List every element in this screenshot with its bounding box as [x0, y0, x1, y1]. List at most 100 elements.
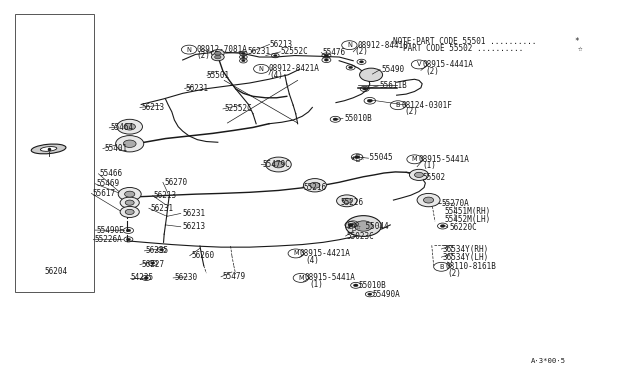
- Circle shape: [440, 225, 445, 227]
- Text: 36534Y(RH): 36534Y(RH): [443, 244, 489, 253]
- Text: ★​☆ 55044: ★​☆ 55044: [347, 221, 388, 231]
- Text: 56227: 56227: [141, 260, 164, 269]
- Text: 56260: 56260: [191, 251, 214, 260]
- Text: 56204: 56204: [44, 267, 67, 276]
- Circle shape: [424, 197, 434, 203]
- Circle shape: [360, 61, 364, 63]
- Text: 55466: 55466: [100, 169, 123, 178]
- Circle shape: [125, 191, 135, 197]
- Text: 55010B: 55010B: [358, 281, 386, 290]
- Text: B: B: [396, 102, 400, 108]
- Text: V: V: [417, 61, 421, 67]
- Text: 52552C: 52552C: [280, 47, 308, 56]
- Text: 55611B: 55611B: [380, 81, 407, 90]
- Circle shape: [117, 119, 143, 134]
- Text: 55476: 55476: [323, 48, 346, 57]
- Text: 36534Y(LH): 36534Y(LH): [443, 253, 489, 262]
- Circle shape: [348, 224, 353, 227]
- Circle shape: [360, 68, 383, 81]
- Circle shape: [273, 55, 277, 57]
- Text: 56213: 56213: [141, 103, 164, 112]
- Text: 55216: 55216: [303, 183, 326, 192]
- Circle shape: [363, 88, 367, 90]
- Text: (1): (1): [310, 280, 324, 289]
- Text: 55501: 55501: [207, 71, 230, 80]
- Text: PART CODE 55502 ..........: PART CODE 55502 ..........: [403, 44, 524, 52]
- Circle shape: [118, 187, 141, 201]
- Text: 55490E: 55490E: [97, 225, 124, 235]
- Text: 56235: 56235: [146, 246, 169, 255]
- Text: 55490A: 55490A: [372, 290, 400, 299]
- Text: 08124-0301F: 08124-0301F: [402, 101, 452, 110]
- Circle shape: [349, 66, 353, 68]
- Text: (4): (4): [305, 256, 319, 264]
- Text: (4): (4): [269, 71, 283, 80]
- Text: 55469: 55469: [97, 179, 120, 188]
- Text: 08915-4441A: 08915-4441A: [423, 60, 474, 69]
- Text: *: *: [574, 36, 579, 46]
- Text: B: B: [439, 264, 444, 270]
- Circle shape: [159, 248, 164, 251]
- Text: 55401: 55401: [104, 144, 127, 153]
- Circle shape: [127, 238, 131, 241]
- Circle shape: [214, 51, 221, 55]
- Text: M: M: [412, 156, 417, 162]
- Text: NOTE:PART CODE 55501 ..........: NOTE:PART CODE 55501 ..........: [393, 36, 536, 46]
- Text: 55479C: 55479C: [262, 160, 291, 169]
- Text: 56231: 56231: [248, 47, 271, 56]
- Circle shape: [368, 293, 372, 295]
- Text: 56230: 56230: [174, 273, 198, 282]
- Text: 08915-5441A: 08915-5441A: [305, 273, 356, 282]
- Circle shape: [367, 99, 372, 102]
- Text: ★​☆ 55045: ★​☆ 55045: [351, 153, 392, 161]
- Circle shape: [337, 195, 357, 207]
- Circle shape: [124, 140, 136, 147]
- Circle shape: [150, 262, 155, 264]
- Circle shape: [144, 277, 148, 279]
- Circle shape: [346, 216, 381, 236]
- Circle shape: [324, 59, 328, 61]
- Text: 55226: 55226: [340, 198, 364, 207]
- Circle shape: [211, 53, 224, 61]
- Ellipse shape: [31, 144, 66, 154]
- Text: 56231: 56231: [182, 209, 205, 218]
- Circle shape: [355, 155, 360, 158]
- Text: (2): (2): [196, 51, 210, 60]
- Text: 56220C: 56220C: [450, 223, 477, 232]
- Text: 55617: 55617: [93, 189, 116, 198]
- Text: A·3*00·5: A·3*00·5: [531, 358, 566, 364]
- Circle shape: [125, 209, 134, 215]
- Circle shape: [303, 179, 326, 192]
- Circle shape: [324, 54, 328, 57]
- Text: 08912-84410: 08912-84410: [357, 41, 408, 50]
- Text: (2): (2): [404, 108, 418, 116]
- Text: N: N: [187, 46, 191, 52]
- Circle shape: [410, 169, 429, 180]
- Circle shape: [353, 284, 358, 287]
- Text: 55502: 55502: [422, 173, 445, 182]
- Text: (2): (2): [448, 269, 461, 278]
- Circle shape: [125, 200, 134, 205]
- Text: 56270: 56270: [164, 178, 188, 187]
- Text: 55023C: 55023C: [347, 231, 374, 241]
- Circle shape: [417, 193, 440, 207]
- Circle shape: [242, 60, 245, 62]
- Text: 52552C: 52552C: [224, 105, 252, 113]
- Text: N: N: [259, 66, 264, 72]
- Circle shape: [266, 157, 291, 172]
- Circle shape: [273, 161, 284, 168]
- Text: 08912-8421A: 08912-8421A: [269, 64, 320, 73]
- Circle shape: [242, 52, 245, 54]
- Text: 55452M(LH): 55452M(LH): [445, 215, 491, 224]
- Circle shape: [342, 198, 351, 203]
- Circle shape: [124, 124, 136, 130]
- Text: (2): (2): [426, 67, 439, 76]
- Circle shape: [333, 118, 338, 121]
- Text: 56231: 56231: [150, 204, 173, 213]
- Circle shape: [120, 206, 140, 218]
- Text: 55479: 55479: [222, 272, 245, 281]
- Text: 55226A: 55226A: [95, 235, 122, 244]
- Text: 08915-5441A: 08915-5441A: [419, 155, 469, 164]
- Text: ☆: ☆: [577, 44, 582, 52]
- Text: 08915-4421A: 08915-4421A: [300, 249, 351, 258]
